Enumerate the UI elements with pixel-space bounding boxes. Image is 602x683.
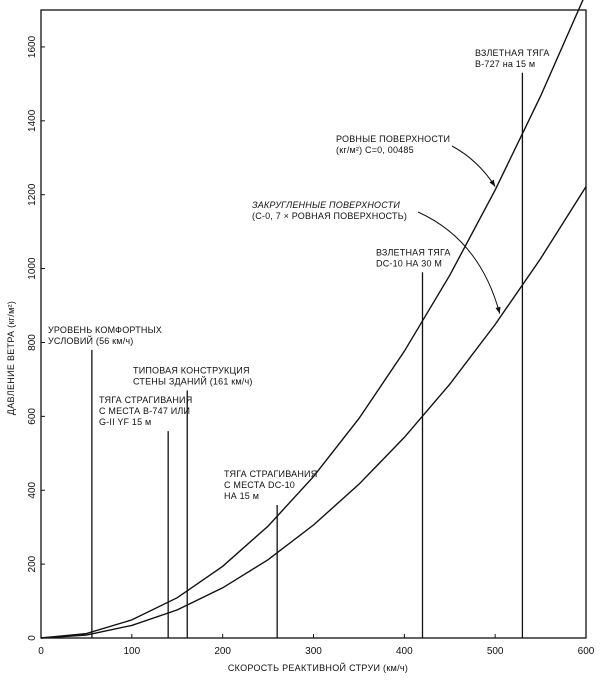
reference-label: DC-10 НА 30 М	[376, 258, 442, 268]
axes: 0 100 200 300 400 500 600 0 200 400 600 800 1000 1200…	[27, 9, 595, 657]
x-tick-label: 600	[578, 646, 595, 657]
reference-label: ВЗЛЕТНАЯ ТЯГА	[376, 247, 451, 257]
reference-label: ТЯГА СТРАГИВАНИЯ	[224, 469, 317, 479]
reference-label: G-II YF 15 м	[99, 417, 151, 427]
x-tick-label: 100	[123, 646, 140, 657]
reference-label: ТЯГА СТРАГИВАНИЯ	[99, 395, 192, 405]
y-tick-label: 400	[27, 481, 38, 498]
curve-label-pointer	[417, 211, 501, 314]
reference-label: ТИПОВАЯ КОНСТРУКЦИЯ	[133, 365, 250, 375]
y-tick-label: 200	[27, 555, 38, 572]
y-tick-label: 600	[27, 408, 38, 425]
reference-lines	[91, 72, 524, 638]
y-axis-title: ДАВЛЕНИЕ ВЕТРА (кг/м²)	[6, 301, 16, 415]
curve-label: ЗАКРУГЛЕННЫЕ ПОВЕРХНОСТИ	[252, 200, 400, 210]
y-tick-label: 1200	[27, 183, 38, 206]
curve-label-pointer	[451, 145, 496, 187]
x-tick-label: 300	[305, 646, 322, 657]
reference-label: НА 15 м	[224, 491, 259, 501]
reference-label: УРОВЕНЬ КОМФОРТНЫХ	[48, 325, 162, 335]
x-tick-label: 200	[214, 646, 231, 657]
reference-label: С МЕСТА B-747 ИЛИ	[99, 406, 190, 416]
curve-label: РОВНЫЕ ПОВЕРХНОСТИ	[336, 134, 450, 144]
y-tick-label: 1400	[27, 109, 38, 132]
reference-label: ВЗЛЕТНАЯ ТЯГА	[475, 48, 550, 58]
curves	[40, 0, 587, 639]
arrowhead	[489, 179, 496, 187]
reference-label: С МЕСТА DC-10	[224, 480, 295, 490]
x-axis-title: СКОРОСТЬ РЕАКТИВНОЙ СТРУИ (км/ч)	[228, 662, 408, 673]
series-line-rounded-surfaces	[40, 186, 587, 639]
y-tick-label: 1600	[27, 35, 38, 58]
curve-label: (C-0, 7 × РОВНАЯ ПОВЕРХНОСТЬ)	[252, 211, 407, 221]
reference-label: УСЛОВИЙ (56 км/ч)	[48, 335, 134, 346]
reference-label: B-727 на 15 м	[475, 59, 535, 69]
x-tick-label: 400	[396, 646, 413, 657]
x-tick-label: 0	[38, 646, 44, 657]
y-tick-label: 800	[27, 334, 38, 351]
y-tick-label: 0	[27, 635, 38, 641]
curve-label: (кг/м²) C=0, 00485	[336, 145, 414, 155]
x-tick-label: 500	[487, 646, 504, 657]
series-line-flat-surfaces	[40, 0, 584, 639]
y-tick-label: 1000	[27, 257, 38, 280]
reference-label: СТЕНЫ ЗДАНИЙ (161 км/ч)	[133, 375, 253, 386]
arrowhead	[495, 306, 501, 314]
